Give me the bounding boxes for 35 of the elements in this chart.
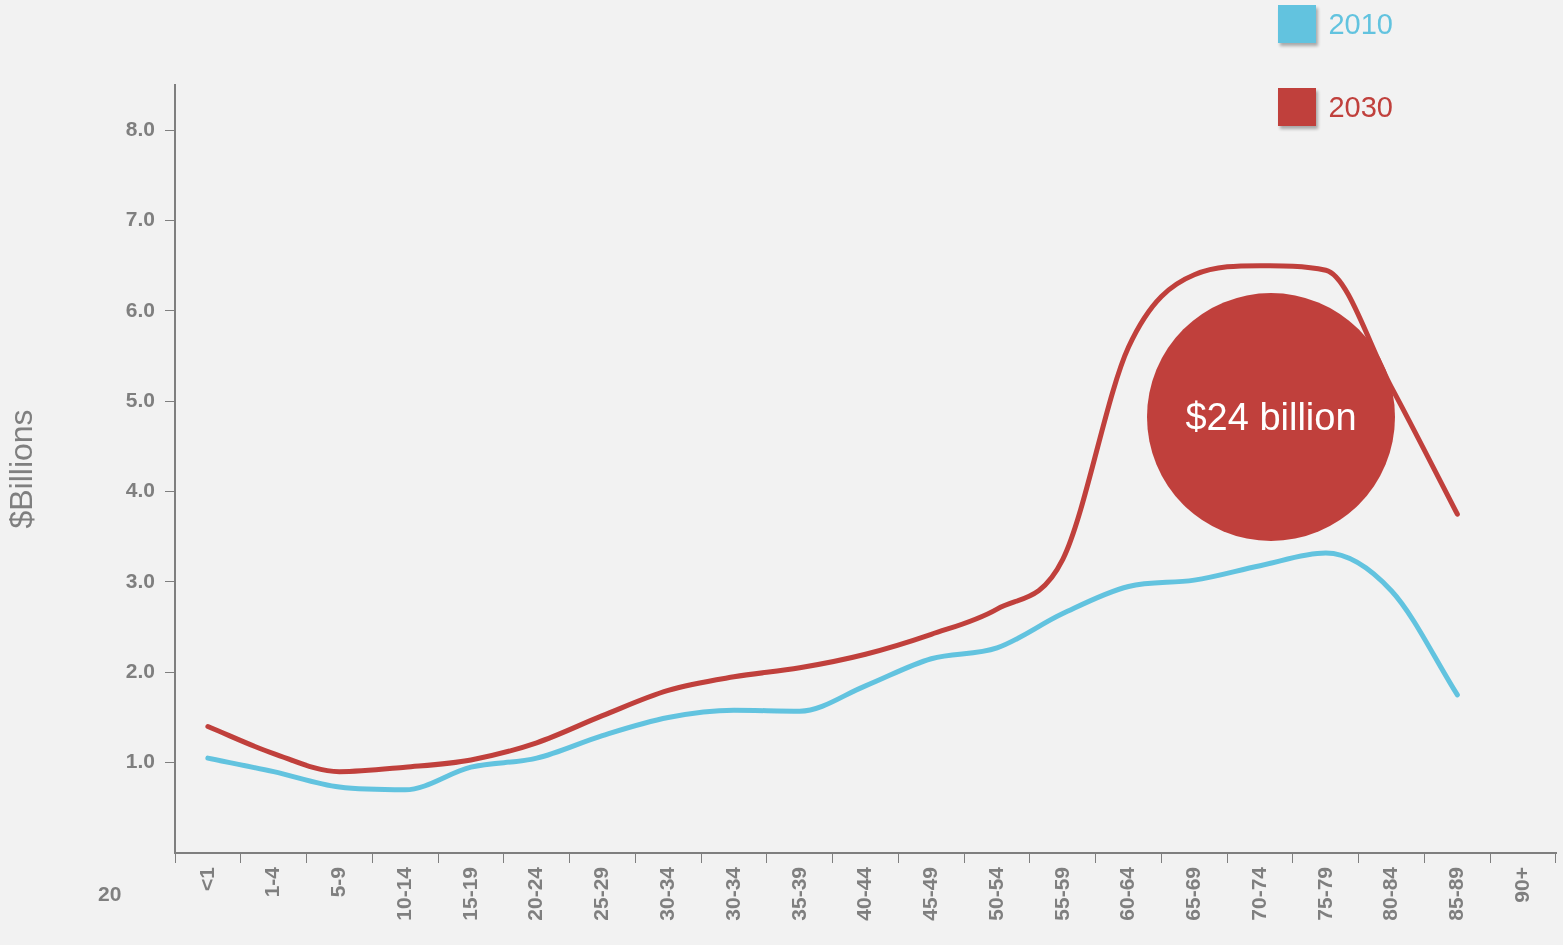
x-tick-label: 45-49 <box>918 867 942 921</box>
x-tick-label: 30-34 <box>655 866 679 921</box>
y-tick-label: 8.0 <box>125 116 155 140</box>
x-tick-label: 10-14 <box>391 866 415 921</box>
text: 20 <box>98 882 122 906</box>
x-tick-label: 1-4 <box>260 866 284 898</box>
y-tick-label: 1.0 <box>125 749 155 773</box>
x-tick-label: 60-64 <box>1115 866 1139 921</box>
x-tick-label: 80-84 <box>1378 866 1402 921</box>
y-tick-label: 6.0 <box>125 297 155 321</box>
x-tick-label: 55-59 <box>1049 867 1073 921</box>
x-tick-label: 5-9 <box>326 867 350 898</box>
y-axis-title: $Billions <box>3 409 40 529</box>
circle-callout: $24 billion <box>1147 293 1395 541</box>
y-tick-label: 7.0 <box>125 207 155 231</box>
y-tick-label: 4.0 <box>125 478 155 502</box>
x-tick-label: 75-79 <box>1312 867 1336 921</box>
legend-label: 2010 <box>1328 7 1393 41</box>
x-tick-label: 40-44 <box>852 866 876 921</box>
x-tick-label: <1 <box>194 866 218 891</box>
x-tick-label: 90+ <box>1509 867 1533 903</box>
x-tick-label: 20-24 <box>523 866 547 921</box>
x-tick-label: 50-54 <box>983 866 1007 921</box>
x-tick-label: 30-34 <box>720 866 744 921</box>
y-tick-label: 5.0 <box>125 388 155 412</box>
x-tick-label: 65-69 <box>1181 867 1205 921</box>
x-tick-label: 70-74 <box>1246 866 1270 921</box>
x-tick-label: 85-89 <box>1444 867 1468 921</box>
x-tick-label: 15-19 <box>457 867 481 921</box>
y-tick-label: 2.0 <box>125 659 155 683</box>
y-tick-label: 3.0 <box>125 568 155 592</box>
x-tick-label: 25-29 <box>589 867 613 921</box>
x-tick-label: 35-39 <box>786 867 810 921</box>
annotation: $24 billion <box>1185 395 1357 439</box>
legend-label: 2030 <box>1328 90 1393 124</box>
